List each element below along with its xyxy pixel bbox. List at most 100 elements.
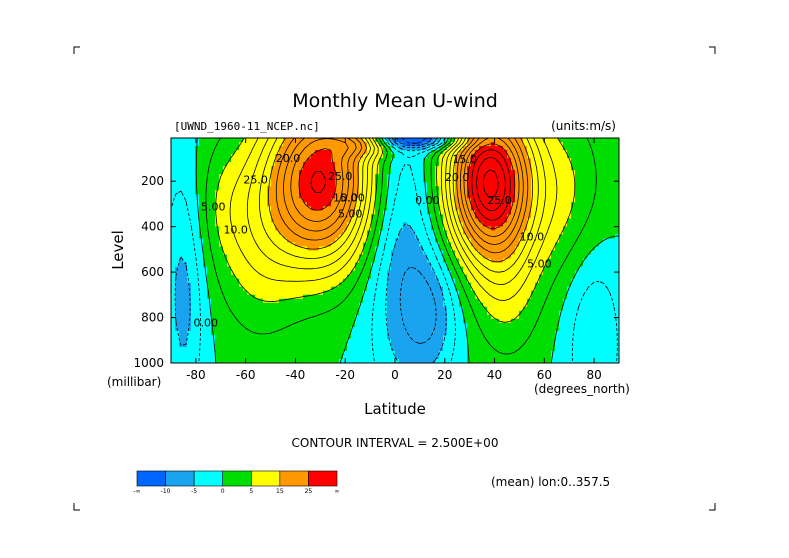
contour-cell	[263, 210, 268, 215]
contour-cell	[347, 246, 352, 252]
contour-cell	[247, 290, 252, 296]
contour-cell	[263, 170, 268, 175]
contour-cell	[399, 258, 404, 264]
contour-cell	[371, 166, 376, 171]
contour-cell	[223, 314, 228, 320]
contour-cell	[495, 310, 500, 316]
contour-cell	[387, 198, 392, 203]
contour-cell	[447, 246, 452, 252]
contour-cell	[407, 154, 412, 159]
contour-cell	[599, 262, 604, 268]
contour-cell	[547, 146, 552, 151]
contour-cell	[283, 186, 288, 191]
contour-cell	[423, 290, 428, 296]
contour-cell	[547, 214, 552, 219]
contour-cell	[307, 242, 312, 248]
contour-cell	[303, 182, 308, 187]
contour-cell	[331, 238, 336, 244]
contour-cell	[231, 298, 236, 304]
contour-cell	[351, 190, 356, 195]
contour-cell	[267, 278, 272, 284]
contour-cell	[207, 258, 212, 264]
contour-cell	[347, 142, 352, 147]
contour-cell	[259, 282, 264, 288]
contour-cell	[279, 218, 284, 223]
contour-cell	[231, 238, 236, 244]
contour-cell	[315, 282, 320, 288]
contour-cell	[183, 286, 188, 292]
contour-cell	[531, 226, 536, 232]
contour-cell	[203, 262, 208, 268]
contour-cell	[559, 170, 564, 175]
contour-cell	[567, 170, 572, 175]
contour-cell	[267, 238, 272, 244]
contour-cell	[503, 230, 508, 236]
contour-cell	[367, 282, 372, 288]
contour-cell	[387, 254, 392, 260]
contour-cell	[447, 194, 452, 199]
contour-cell	[307, 218, 312, 223]
contour-cell	[255, 190, 260, 195]
contour-cell	[415, 266, 420, 272]
contour-cell	[291, 258, 296, 264]
contour-cell	[315, 274, 320, 280]
contour-cell	[427, 254, 432, 260]
contour-cell	[407, 270, 412, 276]
contour-cell	[183, 150, 188, 155]
contour-cell	[547, 186, 552, 191]
contour-cell	[179, 198, 184, 203]
contour-cell	[391, 158, 396, 163]
contour-cell	[595, 138, 600, 143]
contour-cell	[267, 198, 272, 203]
contour-cell	[535, 238, 540, 244]
contour-cell	[251, 314, 256, 320]
contour-cell	[519, 174, 524, 179]
contour-cell	[263, 258, 268, 264]
contour-cell	[251, 302, 256, 308]
contour-cell	[447, 198, 452, 203]
contour-cell	[203, 154, 208, 159]
contour-cell	[223, 278, 228, 284]
contour-cell	[211, 170, 216, 175]
contour-cell	[435, 150, 440, 155]
contour-cell	[607, 262, 612, 268]
contour-cell	[227, 166, 232, 171]
contour-cell	[183, 214, 188, 219]
contour-cell	[215, 202, 220, 207]
contour-cell	[215, 162, 220, 167]
contour-cell	[447, 238, 452, 244]
contour-cell	[355, 314, 360, 320]
contour-cell	[255, 142, 260, 147]
contour-cell	[399, 198, 404, 203]
contour-cell	[355, 210, 360, 215]
contour-cell	[579, 226, 584, 232]
contour-cell	[535, 294, 540, 300]
contour-cell	[591, 210, 596, 215]
contour-cell	[255, 210, 260, 215]
contour-cell	[563, 150, 568, 155]
contour-cell	[503, 250, 508, 256]
contour-cell	[227, 302, 232, 308]
contour-cell	[491, 258, 496, 264]
contour-cell	[567, 230, 572, 236]
contour-cell	[207, 250, 212, 256]
contour-cell	[491, 206, 496, 211]
contour-cell	[443, 202, 448, 207]
contour-cell	[407, 314, 412, 320]
contour-cell	[599, 298, 604, 304]
contour-cell	[379, 270, 384, 276]
contour-cell	[487, 214, 492, 219]
contour-cell	[415, 242, 420, 248]
contour-cell	[399, 250, 404, 256]
contour-cell	[475, 238, 480, 244]
contour-cell	[543, 254, 548, 260]
contour-cell	[443, 194, 448, 199]
contour-cell	[515, 238, 520, 244]
contour-cell	[283, 294, 288, 300]
contour-cell	[579, 222, 584, 227]
contour-cell	[271, 138, 276, 143]
contour-cell	[251, 222, 256, 227]
contour-cell	[371, 202, 376, 207]
contour-cell	[223, 150, 228, 155]
contour-cell	[243, 258, 248, 264]
